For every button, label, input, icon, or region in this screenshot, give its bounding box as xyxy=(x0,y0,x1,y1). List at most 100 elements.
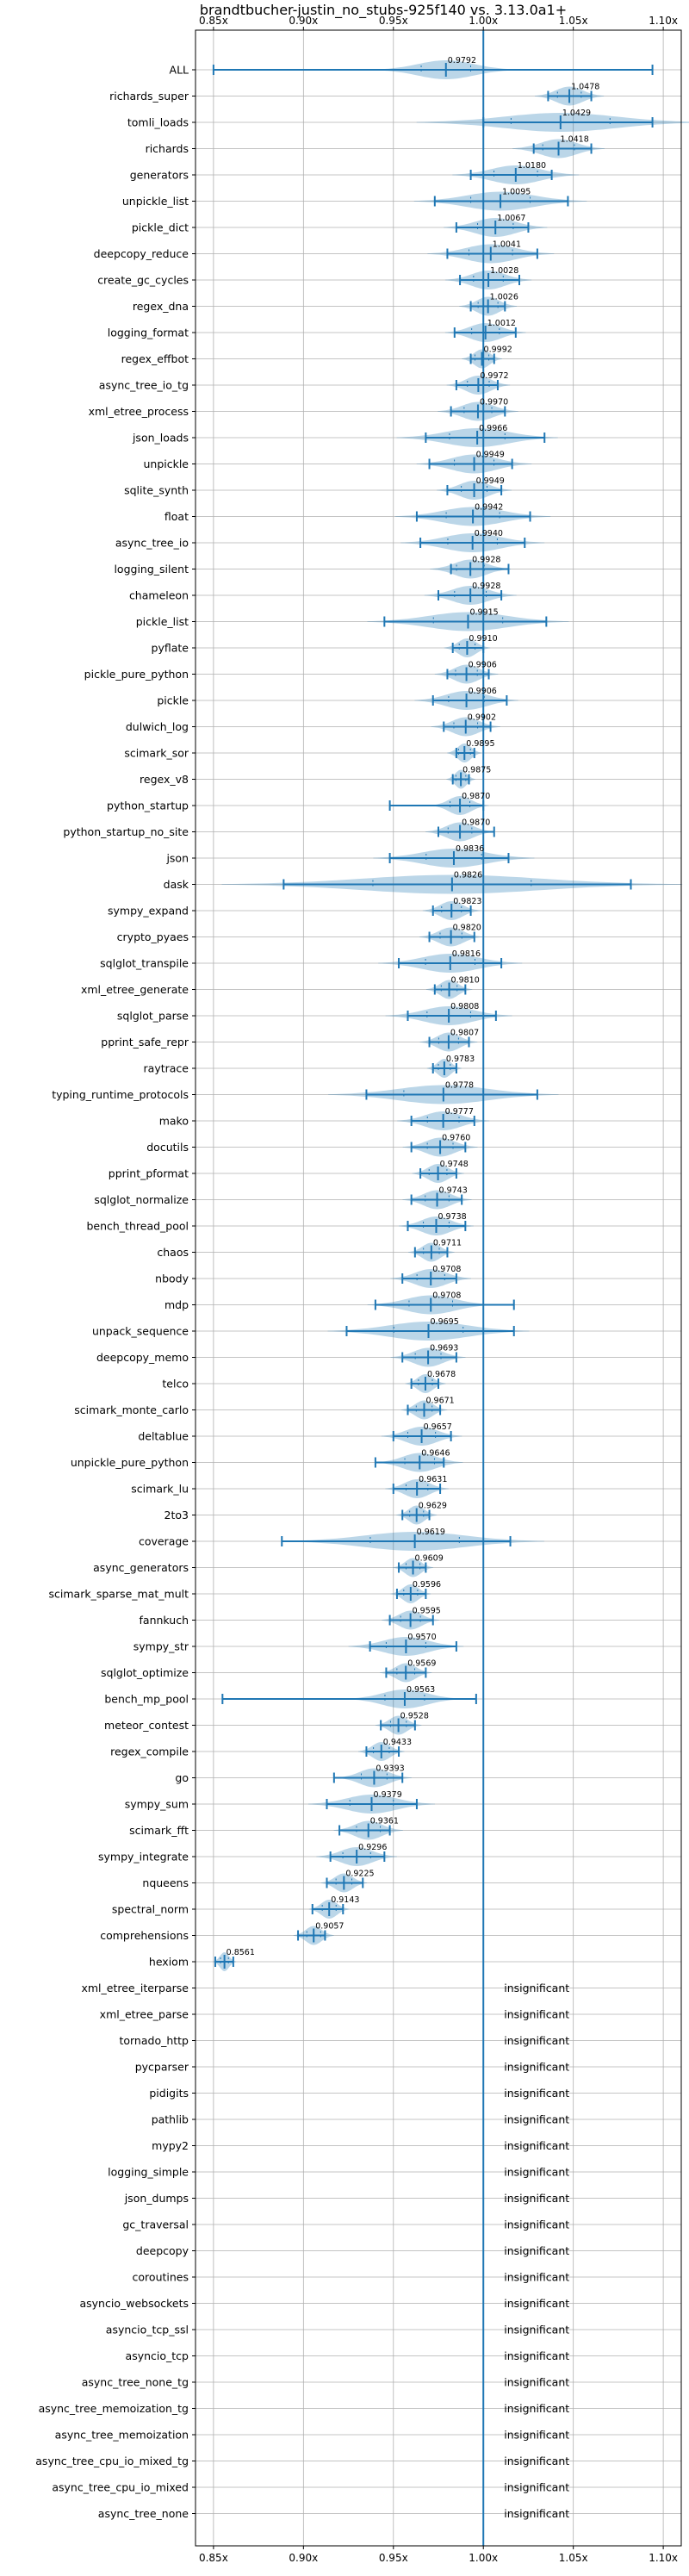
insignificant-label: insignificant xyxy=(504,2034,569,2047)
benchmark-label: typing_runtime_protocols xyxy=(52,1088,189,1101)
value-label: 0.9949 xyxy=(476,476,505,486)
benchmark-label: async_tree_none xyxy=(98,2507,189,2520)
benchmark-label: asyncio_tcp xyxy=(126,2349,189,2362)
value-label: 0.9910 xyxy=(469,634,497,644)
value-label: 0.9906 xyxy=(469,687,497,696)
benchmark-label: xml_etree_process xyxy=(89,405,189,418)
value-label: 0.9738 xyxy=(438,1212,466,1222)
benchmark-label: telco xyxy=(162,1378,189,1391)
value-label: 0.9631 xyxy=(419,1475,447,1484)
value-label: 1.0418 xyxy=(561,135,589,145)
x-tick-label-bottom: 1.00x xyxy=(469,2552,498,2564)
chart-title: brandtbucher-justin_no_stubs-925f140 vs.… xyxy=(200,2,567,19)
x-tick-label-bottom: 0.90x xyxy=(289,2552,318,2564)
value-label: 0.9596 xyxy=(413,1580,441,1590)
x-tick-label-bottom: 1.05x xyxy=(559,2552,588,2564)
value-label: 0.9433 xyxy=(383,1738,412,1747)
insignificant-label: insignificant xyxy=(504,2324,569,2336)
benchmark-label: dulwich_log xyxy=(126,720,189,733)
x-tick-label-bottom: 1.10x xyxy=(649,2552,678,2564)
benchmark-label: logging_silent xyxy=(114,563,189,576)
benchmark-label: chaos xyxy=(157,1246,189,1259)
benchmark-label: pickle_pure_python xyxy=(84,668,189,681)
benchmark-label: pyflate xyxy=(152,642,189,655)
value-label: 0.9777 xyxy=(445,1107,474,1117)
value-label: 0.9823 xyxy=(453,897,481,906)
value-label: 0.9902 xyxy=(468,713,496,723)
benchmark-label: json xyxy=(165,852,189,865)
benchmark-label: crypto_pyaes xyxy=(117,930,189,943)
value-label: 0.9619 xyxy=(417,1528,445,1537)
benchmark-label: scimark_monte_carlo xyxy=(74,1403,189,1416)
x-tick-label-top: 0.90x xyxy=(289,15,318,27)
value-label: 0.9816 xyxy=(452,949,481,959)
insignificant-label: insignificant xyxy=(504,2192,569,2205)
benchmark-label: unpack_sequence xyxy=(92,1325,189,1338)
value-label: 0.9743 xyxy=(439,1186,468,1196)
benchmark-label: regex_compile xyxy=(110,1745,189,1758)
insignificant-label: insignificant xyxy=(504,2008,569,2021)
value-label: 0.9569 xyxy=(407,1659,436,1669)
value-label: 0.9657 xyxy=(424,1422,452,1432)
value-label: 0.9807 xyxy=(450,1029,479,1038)
insignificant-label: insignificant xyxy=(504,2166,569,2179)
benchmark-label: sympy_str xyxy=(133,1640,189,1653)
value-label: 0.9646 xyxy=(421,1449,450,1459)
insignificant-label: insignificant xyxy=(504,2297,569,2310)
value-label: 1.0028 xyxy=(490,266,518,276)
value-label: 0.9693 xyxy=(430,1344,458,1353)
value-label: 0.9783 xyxy=(446,1055,475,1064)
value-label: 0.9928 xyxy=(472,556,500,565)
benchmark-label: spectral_norm xyxy=(112,1903,189,1916)
benchmark-label: unpickle xyxy=(143,457,189,470)
value-label: 0.9748 xyxy=(440,1160,469,1169)
x-tick-label-top: 0.85x xyxy=(199,15,228,27)
benchmark-label: gc_traversal xyxy=(122,2218,189,2231)
benchmark-label: xml_etree_parse xyxy=(100,2008,189,2021)
x-tick-label-top: 1.10x xyxy=(649,15,678,27)
benchmark-label: logging_format xyxy=(108,327,189,339)
benchmark-label: async_generators xyxy=(93,1561,189,1574)
value-label: 0.9760 xyxy=(442,1134,470,1143)
value-label: 0.9972 xyxy=(480,371,508,381)
value-label: 0.9778 xyxy=(445,1081,474,1091)
x-tick-label-top: 0.95x xyxy=(379,15,408,27)
benchmark-label: unpickle_pure_python xyxy=(71,1456,189,1469)
value-label: 0.9379 xyxy=(374,1790,402,1800)
benchmark-label: pprint_safe_repr xyxy=(101,1036,189,1048)
benchmark-label: async_tree_none_tg xyxy=(82,2376,189,2389)
benchmark-label: regex_effbot xyxy=(121,352,189,365)
benchmark-label: meteor_contest xyxy=(104,1719,189,1732)
value-label: 1.0012 xyxy=(487,319,516,328)
benchmark-label: nbody xyxy=(155,1272,189,1285)
benchmark-label: deltablue xyxy=(138,1430,189,1443)
value-label: 0.9695 xyxy=(431,1317,459,1327)
axes-frame xyxy=(195,29,682,2547)
value-label: 0.9609 xyxy=(415,1554,444,1564)
insignificant-label: insignificant xyxy=(504,2455,569,2467)
value-label: 0.9992 xyxy=(484,345,512,355)
benchmark-label: xml_etree_generate xyxy=(81,983,189,996)
benchmark-label: async_tree_memoization xyxy=(55,2429,189,2442)
value-label: 1.0478 xyxy=(571,83,599,92)
benchmark-label: asyncio_websockets xyxy=(79,2297,189,2310)
value-label: 0.9361 xyxy=(370,1817,399,1826)
value-label: 0.9792 xyxy=(448,56,476,65)
insignificant-label: insignificant xyxy=(504,2402,569,2415)
benchmark-labels: ALL richards_super tomli_loads richards gene… xyxy=(35,56,599,2520)
benchmark-label: 2to3 xyxy=(164,1509,189,1521)
benchmark-label: logging_simple xyxy=(108,2166,189,2179)
value-label: 1.0180 xyxy=(518,161,546,171)
benchmark-label: pickle_dict xyxy=(132,221,189,234)
x-tick-label-top: 1.00x xyxy=(469,15,498,27)
value-label: 0.9563 xyxy=(407,1685,435,1695)
benchmark-label: xml_etree_iterparse xyxy=(81,1982,189,1994)
benchmark-label: generators xyxy=(130,169,189,182)
value-label: 0.9711 xyxy=(433,1239,462,1248)
benchmark-label: json_dumps xyxy=(124,2192,189,2205)
insignificant-label: insignificant xyxy=(504,2271,569,2284)
value-label: 0.9810 xyxy=(451,976,480,986)
value-label: 0.9678 xyxy=(427,1370,456,1379)
